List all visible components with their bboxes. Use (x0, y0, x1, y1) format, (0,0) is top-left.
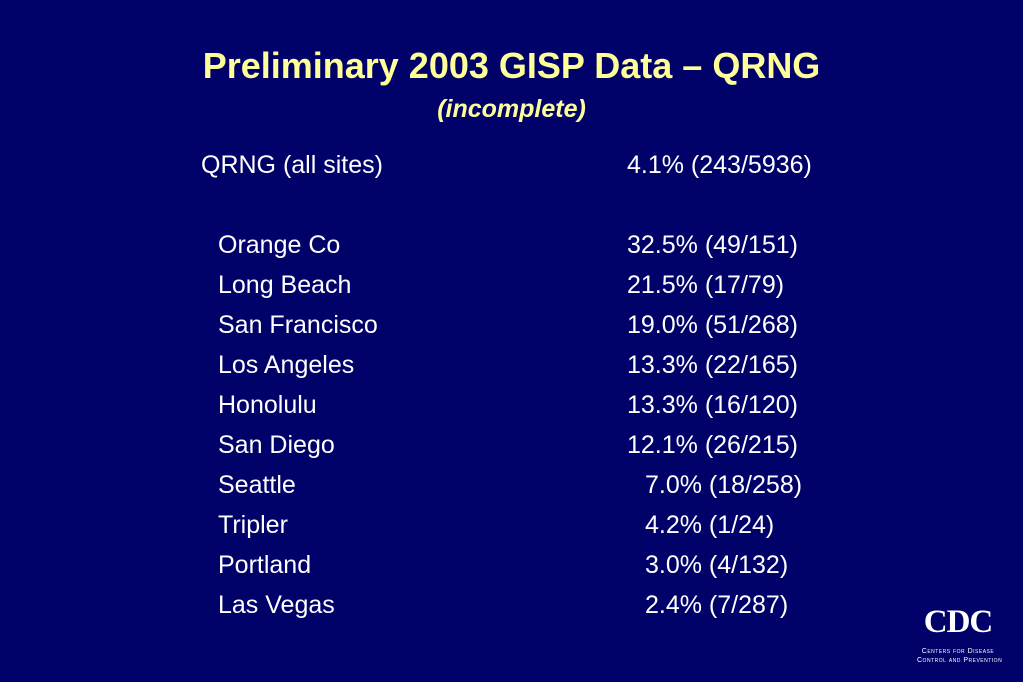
site-row: Los Angeles 13.3% (22/165) (0, 347, 1023, 383)
site-row: Long Beach 21.5% (17/79) (0, 267, 1023, 303)
site-row: Honolulu 13.3% (16/120) (0, 387, 1023, 423)
site-value: 21.5% (17/79) (627, 271, 785, 299)
site-value: 13.3% (22/165) (627, 351, 798, 379)
site-value: 19.0% (51/268) (627, 311, 798, 339)
site-value: 32.5% (49/151) (627, 231, 798, 259)
site-label: Los Angeles (218, 351, 355, 379)
summary-row: QRNG (all sites) 4.1% (243/5936) (0, 147, 1023, 183)
site-label: Tripler (218, 511, 288, 539)
site-row: San Francisco 19.0% (51/268) (0, 307, 1023, 343)
site-row: Las Vegas 2.4% (7/287) (0, 587, 1023, 623)
site-label: Long Beach (218, 271, 352, 299)
summary-label: QRNG (all sites) (201, 151, 383, 179)
slide-title: Preliminary 2003 GISP Data – QRNG (202, 45, 821, 86)
summary-value: 4.1% (243/5936) (627, 151, 812, 179)
site-label: Seattle (218, 471, 296, 499)
site-row: Orange Co 32.5% (49/151) (0, 227, 1023, 263)
cdc-logo-line1: Centers for Disease (921, 648, 995, 655)
site-row: Portland 3.0% (4/132) (0, 547, 1023, 583)
cdc-logo-text: CDC (923, 604, 994, 640)
site-label: Las Vegas (218, 591, 335, 619)
site-value: 3.0% (4/132) (645, 551, 789, 579)
site-label: Portland (218, 551, 312, 579)
site-label: Honolulu (218, 391, 317, 419)
site-value: 4.2% (1/24) (645, 511, 775, 539)
site-value: 2.4% (7/287) (645, 591, 789, 619)
site-label: Orange Co (218, 231, 341, 259)
site-row: Seattle 7.0% (18/258) (0, 467, 1023, 503)
site-label: San Francisco (218, 311, 378, 339)
site-value: 13.3% (16/120) (627, 391, 798, 419)
site-value: 12.1% (26/215) (627, 431, 798, 459)
cdc-logo-line2: Control and Prevention (917, 657, 1003, 664)
site-label: San Diego (218, 431, 335, 459)
cdc-logo: CDC Centers for Disease Control and Prev… (917, 604, 1003, 666)
site-row: Tripler 4.2% (1/24) (0, 507, 1023, 543)
slide-subtitle: (incomplete) (437, 95, 586, 123)
site-value: 7.0% (18/258) (645, 471, 803, 499)
site-row: San Diego 12.1% (26/215) (0, 427, 1023, 463)
